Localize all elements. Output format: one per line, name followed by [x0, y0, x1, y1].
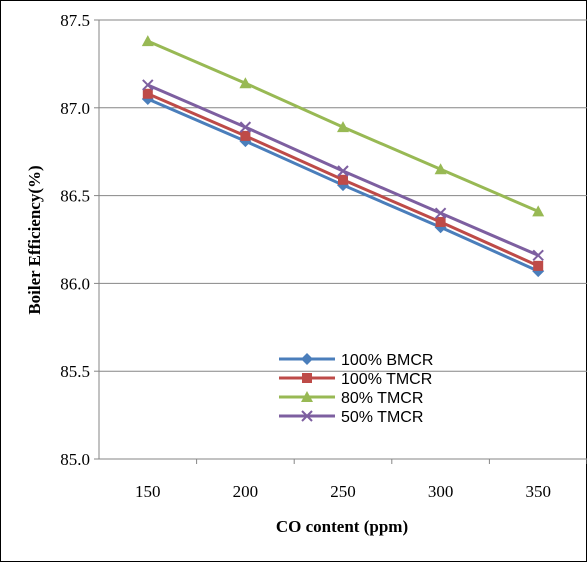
data-point [533, 260, 544, 271]
data-point [142, 79, 154, 91]
legend-item: 80% TMCR [279, 390, 423, 407]
y-tick-label: 85.0 [60, 450, 90, 469]
marker-square [240, 130, 251, 141]
marker-x-stroke [337, 165, 349, 177]
marker-triangle [141, 35, 154, 47]
marker-triangle [337, 121, 349, 133]
marker-square [435, 216, 446, 227]
axes [94, 19, 587, 464]
legend-item: 50% TMCR [279, 409, 423, 426]
data-point [337, 121, 349, 133]
data-point [142, 88, 153, 99]
data-point [338, 174, 348, 185]
marker-triangle [434, 163, 447, 175]
marker-triangle [239, 77, 252, 89]
series-layer [141, 35, 545, 278]
y-tick-label: 87.5 [60, 11, 90, 30]
legend-item: 100% TMCR [279, 371, 432, 388]
series-50-tmcr [142, 79, 544, 262]
x-tick-label: 150 [135, 482, 161, 501]
data-point [337, 165, 349, 177]
marker-triangle [532, 205, 545, 217]
data-point [239, 121, 252, 133]
marker-x-stroke [532, 249, 544, 262]
legend-label: 100% TMCR [341, 371, 432, 388]
y-tick-label: 87.0 [60, 99, 90, 118]
x-tick-label: 200 [233, 482, 259, 501]
x-tick-label: 300 [428, 482, 454, 501]
x-tick-label: 350 [525, 482, 551, 501]
x-axis-title: CO content (ppm) [276, 517, 408, 536]
marker-square [338, 174, 348, 185]
data-point [239, 77, 252, 89]
marker-x-stroke [301, 410, 313, 422]
y-tick-label: 86.0 [60, 274, 90, 293]
legend: 100% BMCR 100% TMCR 80% TMCR 50% TMCR [279, 352, 433, 426]
marker-square [533, 260, 544, 271]
x-tick-label: 250 [330, 482, 356, 501]
data-point [434, 207, 447, 219]
series-80-tmcr [141, 35, 545, 217]
marker-triangle [301, 391, 313, 402]
data-point [141, 35, 154, 47]
legend-marker [302, 373, 312, 383]
y-tick-label: 85.5 [60, 362, 90, 381]
legend-label: 80% TMCR [341, 390, 423, 407]
marker-x-stroke [434, 207, 447, 219]
data-point [240, 130, 251, 141]
data-point [532, 205, 545, 217]
marker-x-stroke [142, 79, 154, 91]
marker-x-stroke [239, 121, 252, 133]
y-axis-title: Boiler Efficiency(%) [25, 165, 44, 314]
data-point [435, 216, 446, 227]
series-100-bmcr [141, 93, 545, 278]
marker-square [142, 88, 153, 99]
marker-diamond [301, 353, 313, 365]
legend-label: 50% TMCR [341, 409, 423, 426]
tick-labels: 85.0 85.5 86.0 86.5 87.0 87.5 150 200 250 300 350 [60, 11, 551, 501]
marker-square [302, 373, 312, 383]
legend-item: 100% BMCR [279, 352, 433, 369]
legend-marker [301, 391, 313, 402]
series-100-tmcr [142, 88, 544, 271]
data-point [434, 163, 447, 175]
legend-marker [301, 410, 313, 422]
legend-label: 100% BMCR [341, 352, 433, 369]
data-point [532, 249, 544, 262]
y-tick-label: 86.5 [60, 187, 90, 206]
legend-marker [301, 353, 313, 365]
